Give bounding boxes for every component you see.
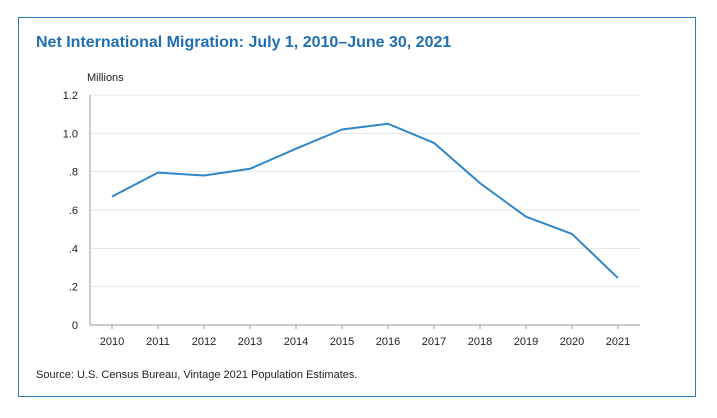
data-point bbox=[432, 141, 436, 145]
x-tick-label: 2012 bbox=[192, 336, 216, 348]
data-point bbox=[294, 147, 298, 151]
y-tick-label: 1.0 bbox=[63, 128, 78, 140]
chart-frame bbox=[18, 17, 696, 397]
y-tick-label: .4 bbox=[69, 243, 78, 255]
y-tick-label: .8 bbox=[69, 167, 78, 179]
x-tick-label: 2019 bbox=[514, 336, 538, 348]
x-tick-label: 2020 bbox=[560, 336, 584, 348]
x-tick-label: 2021 bbox=[606, 336, 630, 348]
data-point bbox=[340, 128, 344, 132]
data-point bbox=[478, 181, 482, 185]
x-tick-label: 2018 bbox=[468, 336, 492, 348]
y-tick-label: 0 bbox=[72, 320, 78, 332]
chart-title: Net International Migration: July 1, 201… bbox=[36, 34, 452, 51]
y-tick-label: 1.2 bbox=[63, 90, 78, 102]
x-tick-label: 2010 bbox=[100, 336, 124, 348]
y-tick-label: .6 bbox=[69, 205, 78, 217]
x-tick-label: 2016 bbox=[376, 336, 400, 348]
series-line bbox=[111, 122, 619, 279]
data-point bbox=[386, 122, 390, 126]
data-point bbox=[202, 174, 206, 178]
data-point bbox=[616, 276, 620, 280]
y-tick-label: .2 bbox=[69, 282, 78, 294]
x-tick-label: 2017 bbox=[422, 336, 446, 348]
y-axis-unit-label: Millions bbox=[87, 72, 124, 84]
x-tick-label: 2013 bbox=[238, 336, 262, 348]
source-note: Source: U.S. Census Bureau, Vintage 2021… bbox=[36, 369, 358, 381]
data-point bbox=[570, 232, 574, 236]
x-tick-label: 2014 bbox=[284, 336, 308, 348]
x-tick-label: 2015 bbox=[330, 336, 354, 348]
data-point bbox=[524, 215, 528, 219]
data-point bbox=[110, 195, 114, 199]
x-tick-label: 2011 bbox=[146, 336, 170, 348]
data-point bbox=[248, 167, 252, 171]
data-point bbox=[156, 171, 160, 175]
